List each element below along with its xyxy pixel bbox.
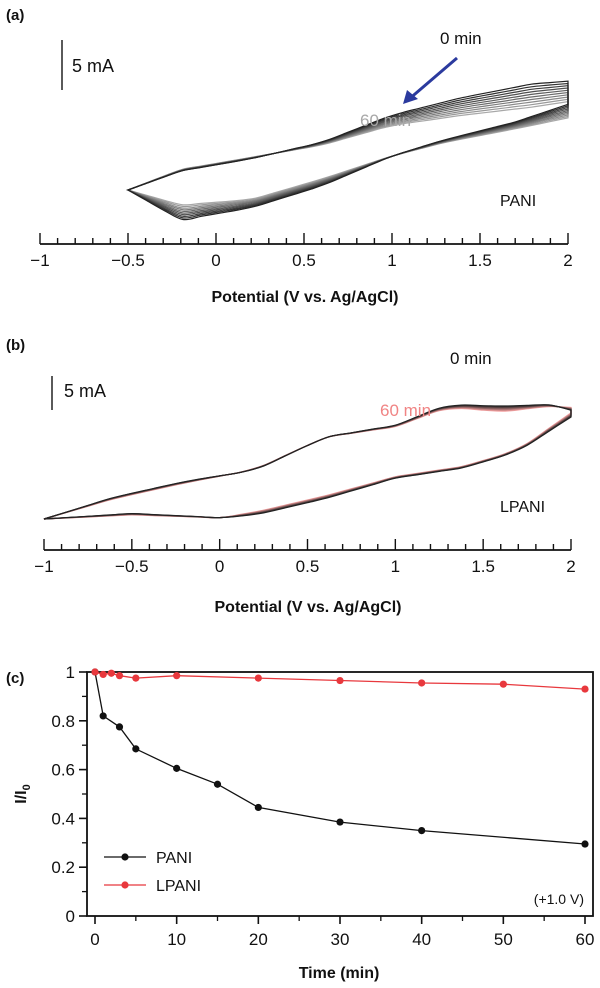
data-point bbox=[213, 780, 222, 788]
panel-b-end-label: 60 min bbox=[380, 401, 431, 420]
x-tick-label: −0.5 bbox=[111, 251, 145, 270]
panel-c-y-label: I/I0 bbox=[13, 784, 33, 803]
data-point bbox=[132, 674, 140, 682]
cv-cycle bbox=[126, 100, 569, 206]
panel-c-annotation: (+1.0 V) bbox=[534, 891, 584, 907]
series-line bbox=[94, 671, 586, 845]
x-tick-label: 1 bbox=[391, 557, 400, 576]
data-point bbox=[336, 676, 344, 685]
data-point bbox=[581, 840, 589, 848]
y-tick-label: 0 bbox=[66, 907, 75, 926]
x-tick-label: 0 bbox=[215, 557, 224, 576]
data-point bbox=[499, 680, 507, 688]
panel-c-legend: PANI LPANI bbox=[104, 850, 201, 895]
panel-c-series bbox=[91, 668, 589, 848]
x-tick-label: −0.5 bbox=[115, 557, 149, 576]
data-point bbox=[254, 674, 262, 682]
x-tick-label: 0.5 bbox=[292, 251, 316, 270]
panel-c-axes: 0 10 20 30 40 50 60 0 0.2 0.4 0.6 0.8 1 bbox=[51, 663, 594, 949]
data-point bbox=[91, 668, 99, 676]
cv-cycle bbox=[126, 98, 569, 208]
panel-a-arrow-head bbox=[403, 90, 418, 104]
panel-a-end-label: 60 min bbox=[360, 111, 411, 130]
panel-b-sample-label: LPANI bbox=[500, 499, 545, 516]
data-point bbox=[107, 669, 115, 677]
panel-b-start-label: 0 min bbox=[450, 349, 492, 368]
data-point bbox=[418, 827, 426, 835]
legend-lpani-marker bbox=[121, 881, 129, 889]
x-tick-label: −1 bbox=[30, 251, 49, 270]
data-point bbox=[581, 685, 589, 693]
y-tick-label: 1 bbox=[66, 663, 75, 682]
legend-pani-marker bbox=[121, 853, 129, 861]
x-tick-label: 20 bbox=[249, 930, 268, 949]
panel-a-scale-bar-label: 5 mA bbox=[72, 56, 114, 76]
x-tick-label: 1.5 bbox=[468, 251, 492, 270]
panel-a-start-label: 0 min bbox=[440, 29, 482, 48]
panel-c-label: (c) bbox=[6, 670, 24, 687]
panel-c: (c) 0 10 20 30 40 50 60 0 0.2 0.4 0.6 0.8 1 PANI LPA… bbox=[6, 663, 594, 982]
y-tick-label: 0.6 bbox=[51, 761, 75, 780]
panel-a-x-label: Potential (V vs. Ag/AgCl) bbox=[212, 289, 399, 306]
cv-cycle bbox=[126, 96, 569, 209]
data-point bbox=[173, 764, 181, 772]
panel-b-x-label: Potential (V vs. Ag/AgCl) bbox=[215, 599, 402, 616]
data-point bbox=[173, 672, 181, 680]
data-point bbox=[254, 803, 262, 812]
x-tick-label: 0 bbox=[211, 251, 220, 270]
cv-cycle bbox=[43, 404, 572, 520]
data-point bbox=[132, 745, 140, 753]
panel-b: (b) 5 mA 0 min 60 min LPANI −1 −0.5 0 0.5 1 1… bbox=[6, 337, 576, 616]
panel-b-scale-bar-label: 5 mA bbox=[64, 381, 106, 401]
x-tick-label: 1.5 bbox=[471, 557, 495, 576]
legend-pani-label: PANI bbox=[156, 850, 192, 867]
panel-b-x-axis: −1 −0.5 0 0.5 1 1.5 2 bbox=[34, 539, 576, 576]
data-point bbox=[418, 679, 426, 687]
cv-cycle bbox=[43, 404, 572, 520]
x-tick-label: 60 bbox=[576, 930, 595, 949]
data-point bbox=[336, 818, 344, 826]
x-tick-label: 50 bbox=[494, 930, 513, 949]
x-tick-label: 2 bbox=[563, 251, 572, 270]
y-tick-label: 0.2 bbox=[51, 858, 75, 877]
x-tick-label: 0.5 bbox=[296, 557, 320, 576]
panel-a-x-axis: −1 −0.5 0 0.5 1 1.5 2 bbox=[30, 233, 573, 270]
panel-a-sample-label: PANI bbox=[500, 193, 536, 210]
data-point bbox=[99, 670, 107, 679]
y-tick-label: 0.4 bbox=[51, 809, 75, 828]
x-tick-label: 10 bbox=[167, 930, 186, 949]
panel-a-curves bbox=[126, 80, 569, 221]
x-tick-label: −1 bbox=[34, 557, 53, 576]
panel-b-label: (b) bbox=[6, 337, 25, 354]
x-tick-label: 0 bbox=[90, 930, 99, 949]
cv-cycle bbox=[126, 80, 569, 221]
x-tick-label: 2 bbox=[566, 557, 575, 576]
x-tick-label: 1 bbox=[387, 251, 396, 270]
panel-a-label: (a) bbox=[6, 7, 24, 24]
y-tick-label: 0.8 bbox=[51, 712, 75, 731]
data-point bbox=[115, 672, 124, 680]
data-point bbox=[115, 723, 124, 731]
panel-a-time-arrow bbox=[407, 56, 458, 102]
panel-c-x-label: Time (min) bbox=[299, 965, 380, 982]
legend-lpani-label: LPANI bbox=[156, 878, 201, 895]
panel-b-curves bbox=[43, 404, 572, 520]
x-tick-label: 30 bbox=[331, 930, 350, 949]
panel-a: (a) 5 mA 0 min 60 min PANI −1 −0.5 0 0.5 1 1.… bbox=[6, 7, 573, 306]
x-tick-label: 40 bbox=[412, 930, 431, 949]
data-point bbox=[99, 712, 107, 720]
